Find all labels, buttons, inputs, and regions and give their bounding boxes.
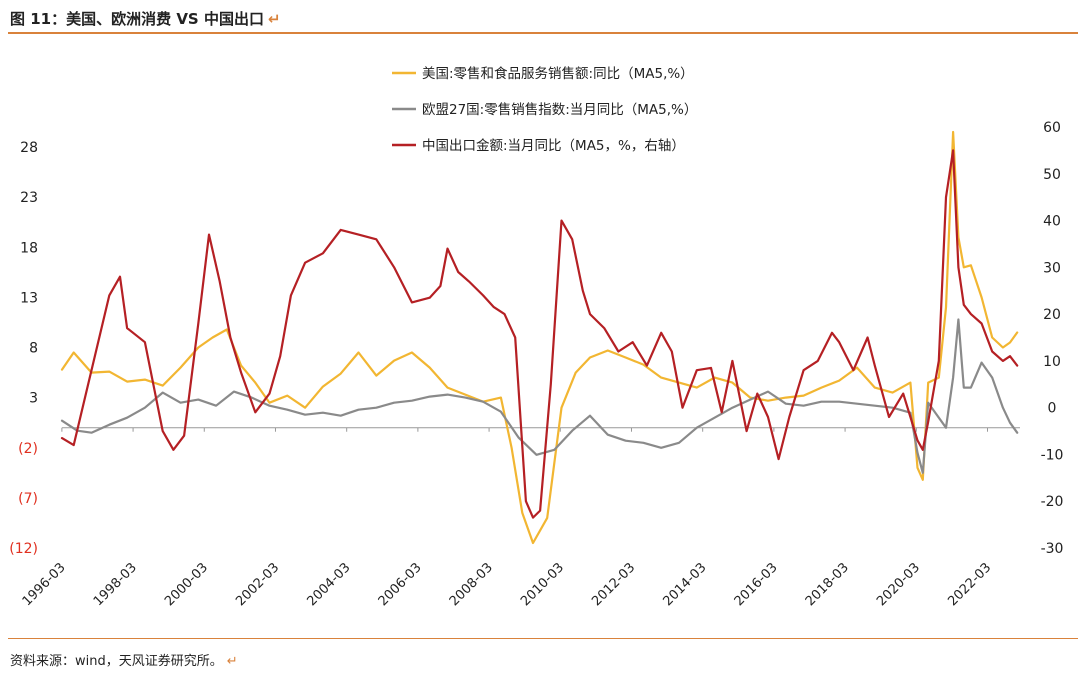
right-axis: 60 50 40 30 20 10 0 -10 -20 -30 [1041, 120, 1064, 557]
right-axis-tick-label: -20 [1041, 494, 1064, 510]
chart-title-text: 图 11：美国、欧洲消费 VS 中国出口 [10, 10, 264, 28]
return-icon: ↵ [267, 10, 281, 28]
legend-label: 中国出口金额:当月同比（MA5，%，右轴） [422, 138, 685, 154]
footer-divider [8, 638, 1078, 639]
left-axis-tick-label: (7) [18, 491, 38, 507]
x-axis-tick-label: 2004-03 [304, 560, 353, 609]
left-axis-tick-label: 8 [29, 341, 38, 357]
left-axis-tick-label: 23 [20, 190, 38, 206]
left-axis-tick-label: 3 [29, 391, 38, 407]
legend: 美国:零售和食品服务销售额:同比（MA5,%） 欧盟27国:零售销售指数:当月同比… [392, 65, 697, 154]
x-axis-tick-label: 2008-03 [447, 560, 496, 609]
series-line-1 [60, 130, 1019, 545]
x-axis-tick-label: 2000-03 [162, 560, 211, 609]
x-axis-tick-label: 2020-03 [874, 560, 923, 609]
legend-label: 欧盟27国:零售销售指数:当月同比（MA5,%） [422, 102, 697, 118]
right-axis-tick-label: -10 [1041, 447, 1064, 463]
x-axis-tick-label: 1996-03 [20, 560, 69, 609]
x-axis-tick-label: 2022-03 [945, 560, 994, 609]
legend-label: 美国:零售和食品服务销售额:同比（MA5,%） [422, 65, 694, 82]
right-axis-tick-label: 50 [1043, 167, 1061, 183]
left-axis-tick-label: (12) [9, 541, 38, 557]
source-note: 资料来源：wind，天风证券研究所。 ↵ [10, 650, 238, 669]
left-axis-tick-label: 18 [20, 240, 38, 256]
right-axis-tick-label: 20 [1043, 307, 1061, 323]
x-axis-tick-label: 2006-03 [376, 560, 425, 609]
series-line-3 [60, 149, 1019, 519]
x-axis-tick-label: 2012-03 [589, 560, 638, 609]
right-axis-tick-label: 40 [1043, 214, 1061, 230]
x-axis-tick-label: 2002-03 [233, 560, 282, 609]
title-divider [8, 32, 1078, 34]
x-axis-tick-label: 2010-03 [518, 560, 567, 609]
chart-title: 图 11：美国、欧洲消费 VS 中国出口 ↵ [10, 8, 281, 29]
x-axis-tick-label: 2018-03 [803, 560, 852, 609]
series-line-2 [60, 318, 1019, 474]
x-axis-tick-label: 1998-03 [91, 560, 140, 609]
right-axis-tick-label: 60 [1043, 120, 1061, 136]
right-axis-tick-label: -30 [1041, 541, 1064, 557]
left-axis-tick-label: 28 [20, 140, 38, 156]
left-axis-tick-label: 13 [20, 290, 38, 306]
left-axis-tick-label: (2) [18, 441, 38, 457]
return-icon: ↵ [226, 654, 238, 669]
right-axis-tick-label: 10 [1043, 354, 1061, 370]
x-axis-tick-label: 2016-03 [732, 560, 781, 609]
x-axis: 1996-03 1998-03 2000-03 2002-03 2004-03 2006-… [20, 427, 1020, 609]
right-axis-tick-label: 30 [1043, 260, 1061, 276]
series-layer [60, 130, 1019, 545]
left-axis: 28 23 18 13 8 3 (2) (7) (12) [9, 140, 38, 557]
source-text: 资料来源：wind，天风证券研究所。 [10, 654, 223, 669]
right-axis-tick-label: 0 [1048, 401, 1057, 417]
x-axis-tick-label: 2014-03 [660, 560, 709, 609]
